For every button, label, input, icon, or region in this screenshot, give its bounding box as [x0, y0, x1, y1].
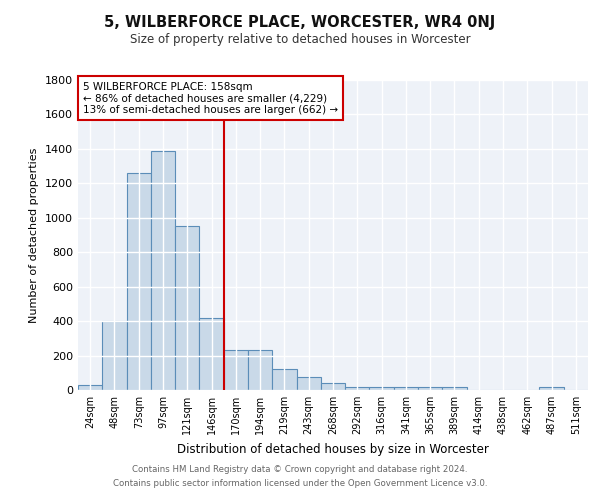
- Bar: [272, 370, 296, 390]
- Y-axis label: Number of detached properties: Number of detached properties: [29, 148, 40, 322]
- Bar: [539, 388, 564, 390]
- Bar: [442, 388, 467, 390]
- Bar: [418, 388, 442, 390]
- Text: Size of property relative to detached houses in Worcester: Size of property relative to detached ho…: [130, 32, 470, 46]
- Bar: [370, 388, 394, 390]
- Bar: [102, 321, 127, 390]
- Bar: [127, 173, 151, 390]
- Bar: [224, 350, 248, 390]
- X-axis label: Distribution of detached houses by size in Worcester: Distribution of detached houses by size …: [177, 442, 489, 456]
- Text: 5 WILBERFORCE PLACE: 158sqm
← 86% of detached houses are smaller (4,229)
13% of : 5 WILBERFORCE PLACE: 158sqm ← 86% of det…: [83, 82, 338, 115]
- Bar: [199, 318, 224, 390]
- Text: Contains HM Land Registry data © Crown copyright and database right 2024.
Contai: Contains HM Land Registry data © Crown c…: [113, 466, 487, 487]
- Bar: [345, 386, 370, 390]
- Bar: [151, 150, 175, 390]
- Bar: [394, 386, 418, 390]
- Bar: [175, 226, 199, 390]
- Bar: [321, 383, 345, 390]
- Bar: [248, 350, 272, 390]
- Bar: [296, 377, 321, 390]
- Text: 5, WILBERFORCE PLACE, WORCESTER, WR4 0NJ: 5, WILBERFORCE PLACE, WORCESTER, WR4 0NJ: [104, 15, 496, 30]
- Bar: [78, 385, 102, 390]
